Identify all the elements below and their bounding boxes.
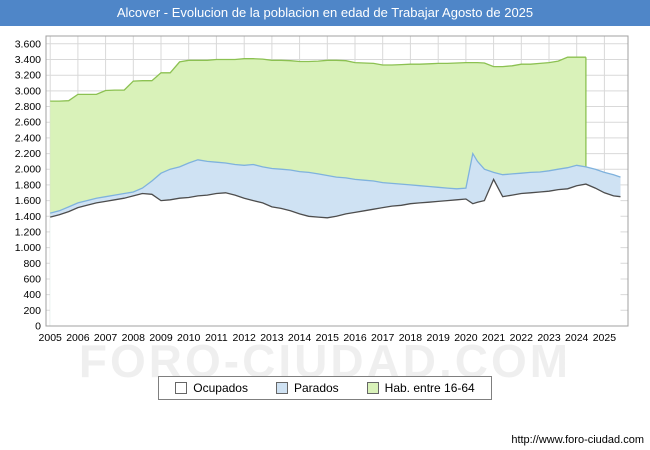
legend-label-parados: Parados	[293, 381, 339, 395]
svg-text:2019: 2019	[427, 332, 451, 344]
svg-text:2.800: 2.800	[15, 101, 41, 113]
svg-text:2.200: 2.200	[15, 148, 41, 160]
parados-swatch-icon	[275, 382, 288, 394]
svg-text:2015: 2015	[316, 332, 340, 344]
svg-text:0: 0	[35, 321, 41, 333]
svg-text:2.000: 2.000	[15, 164, 41, 176]
svg-text:2010: 2010	[177, 332, 201, 344]
svg-text:3.200: 3.200	[15, 70, 41, 82]
svg-text:2021: 2021	[482, 332, 506, 344]
svg-text:2006: 2006	[66, 332, 90, 344]
svg-text:2.600: 2.600	[15, 117, 41, 129]
svg-text:1.800: 1.800	[15, 179, 41, 191]
svg-text:2023: 2023	[537, 332, 561, 344]
svg-text:3.400: 3.400	[15, 54, 41, 66]
svg-text:2009: 2009	[149, 332, 173, 344]
svg-text:1.400: 1.400	[15, 211, 41, 223]
svg-text:3.600: 3.600	[15, 38, 41, 50]
svg-text:2022: 2022	[510, 332, 534, 344]
svg-text:2012: 2012	[233, 332, 257, 344]
svg-text:2011: 2011	[205, 332, 228, 344]
legend-item-parados: Parados	[275, 381, 339, 395]
hab-swatch-icon	[366, 382, 379, 394]
legend-item-ocupados: Ocupados	[175, 381, 248, 395]
svg-text:1.000: 1.000	[15, 242, 41, 254]
legend: Ocupados Parados Hab. entre 16-64	[158, 376, 492, 400]
footer-url-link[interactable]: http://www.foro-ciudad.com	[511, 434, 644, 446]
svg-text:2018: 2018	[399, 332, 423, 344]
svg-text:600: 600	[23, 274, 41, 286]
svg-text:400: 400	[23, 289, 41, 301]
svg-text:2025: 2025	[593, 332, 617, 344]
svg-text:2014: 2014	[288, 332, 312, 344]
svg-text:2020: 2020	[454, 332, 478, 344]
svg-text:2024: 2024	[565, 332, 589, 344]
legend-label-ocupados: Ocupados	[193, 381, 248, 395]
chart-title: Alcover - Evolucion de la poblacion en e…	[0, 0, 650, 26]
svg-text:2013: 2013	[260, 332, 284, 344]
svg-text:2.400: 2.400	[15, 132, 41, 144]
legend-item-hab: Hab. entre 16-64	[366, 381, 475, 395]
svg-text:1.600: 1.600	[15, 195, 41, 207]
svg-text:2008: 2008	[122, 332, 146, 344]
svg-text:2007: 2007	[94, 332, 118, 344]
ocupados-swatch-icon	[175, 382, 188, 394]
population-area-chart: 0 200 400 600 800 1.000 1.200 1.400 1.600 1.800 2.…	[15, 35, 629, 344]
legend-label-hab: Hab. entre 16-64	[384, 381, 475, 395]
svg-text:2017: 2017	[371, 332, 395, 344]
svg-text:3.000: 3.000	[15, 85, 41, 97]
svg-text:800: 800	[23, 258, 41, 270]
svg-text:1.200: 1.200	[15, 226, 41, 238]
svg-text:2016: 2016	[343, 332, 367, 344]
svg-text:2005: 2005	[39, 332, 63, 344]
svg-text:200: 200	[23, 305, 41, 317]
